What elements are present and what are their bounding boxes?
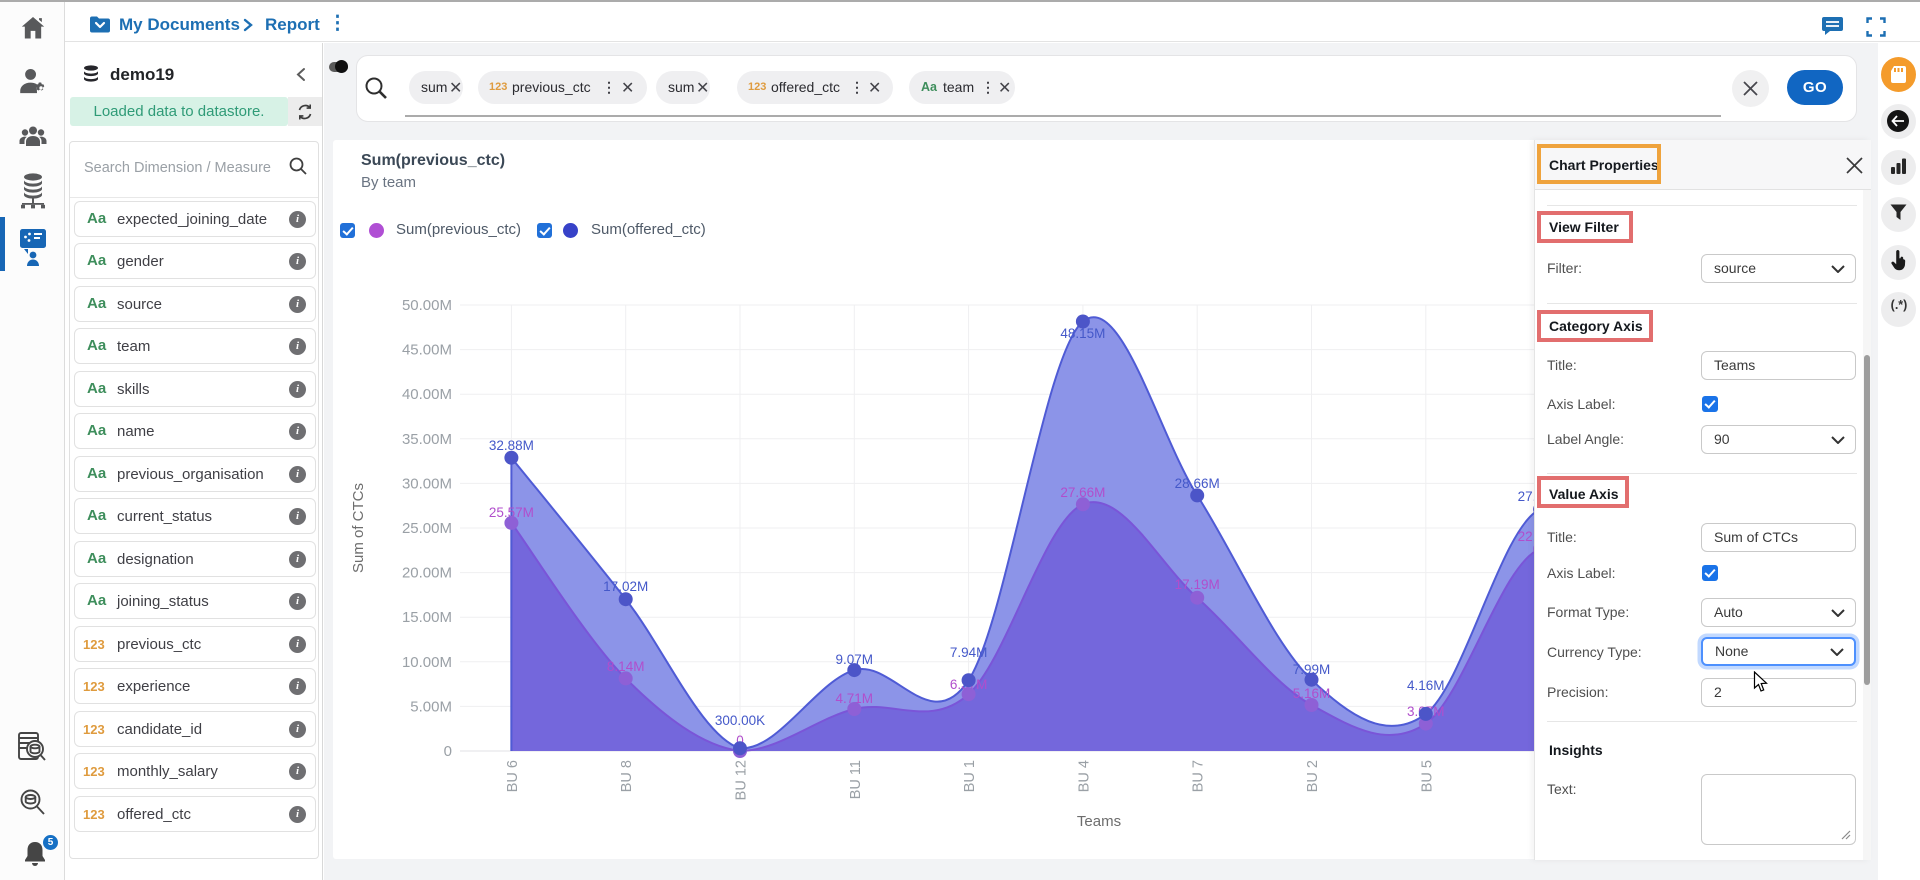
svg-text:17.02M: 17.02M <box>603 579 648 594</box>
svg-text:BU 1: BU 1 <box>962 760 978 792</box>
svg-text:300.00K: 300.00K <box>715 713 765 728</box>
svg-text:BU 11: BU 11 <box>848 760 864 799</box>
svg-text:9.07M: 9.07M <box>836 652 874 667</box>
svg-text:7.99M: 7.99M <box>1293 662 1331 677</box>
svg-text:5.00M: 5.00M <box>410 698 452 715</box>
svg-text:Teams: Teams <box>1077 813 1121 830</box>
svg-text:BU 4: BU 4 <box>1076 760 1092 792</box>
svg-text:50.00M: 50.00M <box>402 297 452 314</box>
svg-text:32.88M: 32.88M <box>489 438 534 453</box>
svg-text:27.66M: 27.66M <box>1060 485 1105 500</box>
svg-text:4.71M: 4.71M <box>836 691 874 706</box>
svg-text:25.00M: 25.00M <box>402 520 452 537</box>
svg-text:20.00M: 20.00M <box>402 565 452 582</box>
svg-text:40.00M: 40.00M <box>402 386 452 403</box>
svg-text:0: 0 <box>736 733 744 748</box>
svg-text:15.00M: 15.00M <box>402 609 452 626</box>
svg-text:25.57M: 25.57M <box>489 505 534 520</box>
svg-text:BU 8: BU 8 <box>619 760 635 792</box>
svg-text:48.15M: 48.15M <box>1060 326 1105 341</box>
svg-text:35.00M: 35.00M <box>402 431 452 448</box>
svg-text:28.66M: 28.66M <box>1175 476 1220 491</box>
svg-text:7.94M: 7.94M <box>950 645 988 660</box>
svg-text:30.00M: 30.00M <box>402 475 452 492</box>
svg-text:8.14M: 8.14M <box>607 659 645 674</box>
svg-text:BU 2: BU 2 <box>1305 760 1321 792</box>
svg-text:BU 7: BU 7 <box>1191 760 1207 792</box>
svg-text:45.00M: 45.00M <box>402 342 452 359</box>
svg-text:BU 5: BU 5 <box>1419 760 1435 792</box>
svg-text:Sum of CTCs: Sum of CTCs <box>350 483 367 573</box>
svg-text:BU 12: BU 12 <box>734 760 750 800</box>
svg-text:10.00M: 10.00M <box>402 654 452 671</box>
svg-text:BU 6: BU 6 <box>505 760 521 792</box>
svg-text:5.16M: 5.16M <box>1293 686 1331 701</box>
svg-text:0: 0 <box>444 743 452 760</box>
svg-text:4.16M: 4.16M <box>1407 678 1445 693</box>
svg-text:17.19M: 17.19M <box>1175 577 1220 592</box>
